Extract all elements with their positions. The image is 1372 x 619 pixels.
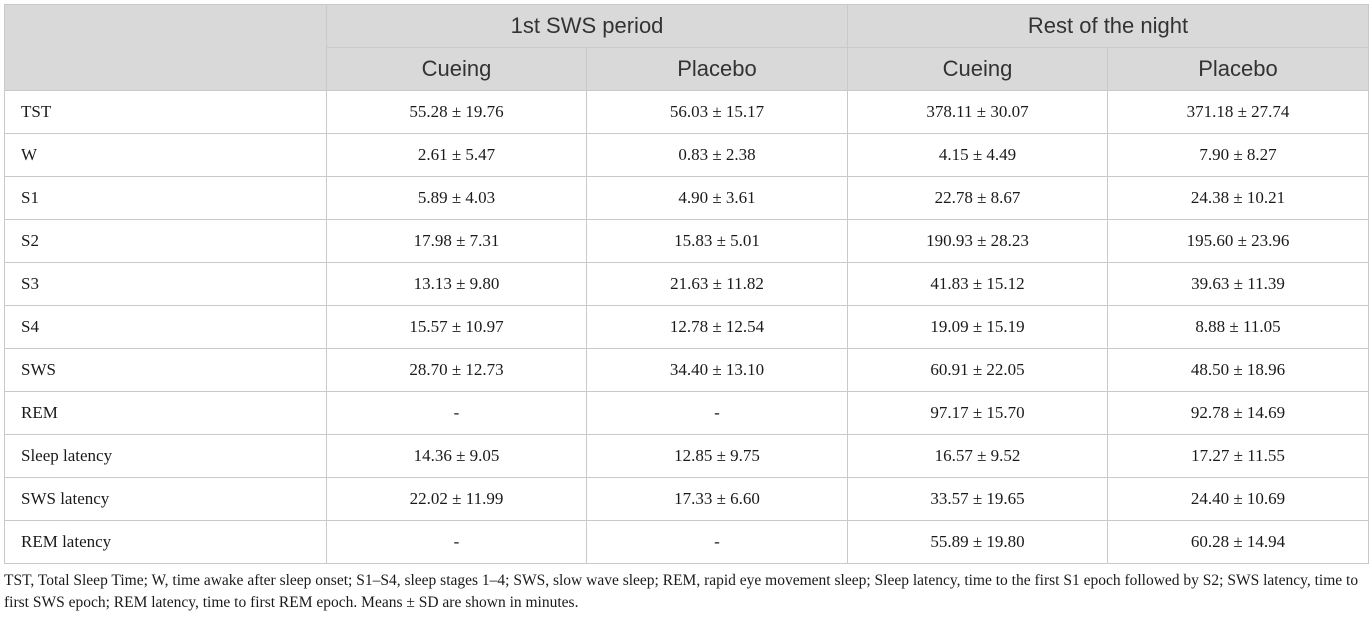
table-row: REM latency - -55.89 ± 19.80 60.28 ± 14.94 xyxy=(4,520,1369,564)
table-cell: 39.63 ± 11.39 xyxy=(1107,262,1369,306)
table-cell: 4.15 ± 4.49 xyxy=(847,133,1108,177)
table-cell: 15.83 ± 5.01 xyxy=(586,219,848,263)
table-row: TST 55.28 ± 19.76 56.03 ± 15.17 378.11 ± 30… xyxy=(4,90,1369,134)
table-cell: 22.78 ± 8.67 xyxy=(847,176,1108,220)
row-label: W xyxy=(4,133,327,177)
row-label: Sleep latency xyxy=(4,434,327,478)
table-cell: 8.88 ± 11.05 xyxy=(1107,305,1369,349)
table-cell: - xyxy=(326,391,587,435)
table-cell: 60.28 ± 14.94 xyxy=(1107,520,1369,564)
table-cell: 378.11 ± 30.07 xyxy=(847,90,1108,134)
table-cell: 12.78 ± 12.54 xyxy=(586,305,848,349)
table-cell: 55.89 ± 19.80 xyxy=(847,520,1108,564)
table-cell: 48.50 ± 18.96 xyxy=(1107,348,1369,392)
table-cell: 12.85 ± 9.75 xyxy=(586,434,848,478)
table-cell: 22.02 ± 11.99 xyxy=(326,477,587,521)
row-label: SWS latency xyxy=(4,477,327,521)
table-cell: 2.61 ± 5.47 xyxy=(326,133,587,177)
table-cell: - xyxy=(586,520,848,564)
table-cell: 17.98 ± 7.31 xyxy=(326,219,587,263)
table-cell: 97.17 ± 15.70 xyxy=(847,391,1108,435)
header-group-row: 1st SWS period Rest of the night xyxy=(4,4,1369,91)
table-cell: 33.57 ± 19.65 xyxy=(847,477,1108,521)
table-cell: 28.70 ± 12.73 xyxy=(326,348,587,392)
table-cell: 92.78 ± 14.69 xyxy=(1107,391,1369,435)
table-cell: 41.83 ± 15.12 xyxy=(847,262,1108,306)
table-cell: 60.91 ± 22.05 xyxy=(847,348,1108,392)
table-row: SWS 28.70 ± 12.73 34.40 ± 13.10 60.91 ± 22.… xyxy=(4,348,1369,392)
header-subheader-row: Cueing Placebo Cueing Placebo xyxy=(5,47,1369,91)
table-cell: 19.09 ± 15.19 xyxy=(847,305,1108,349)
table-cell: 24.40 ± 10.69 xyxy=(1107,477,1369,521)
table-cell: - xyxy=(586,391,848,435)
table-cell: 55.28 ± 19.76 xyxy=(326,90,587,134)
table-cell: 4.90 ± 3.61 xyxy=(586,176,848,220)
table-cell: 56.03 ± 15.17 xyxy=(586,90,848,134)
table-row: S3 13.13 ± 9.80 21.63 ± 11.82 41.83 ± 15.12… xyxy=(4,262,1369,306)
table-row: SWS latency 22.02 ± 11.99 17.33 ± 6.60 33.5… xyxy=(4,477,1369,521)
table-header: 1st SWS period Rest of the night Cueing … xyxy=(4,4,1369,91)
row-label: S3 xyxy=(4,262,327,306)
table-row: REM - -97.17 ± 15.70 92.78 ± 14.69 xyxy=(4,391,1369,435)
row-label: TST xyxy=(4,90,327,134)
row-label: SWS xyxy=(4,348,327,392)
subheader-cueing: Cueing xyxy=(326,47,587,91)
table-container: 1st SWS period Rest of the night Cueing … xyxy=(4,4,1369,564)
table-cell: 15.57 ± 10.97 xyxy=(326,305,587,349)
table-cell: 24.38 ± 10.21 xyxy=(1107,176,1369,220)
subheader-cueing: Cueing xyxy=(847,47,1108,91)
table-body: TST 55.28 ± 19.76 56.03 ± 15.17 378.11 ± 30… xyxy=(4,90,1369,564)
table-row: S4 15.57 ± 10.97 12.78 ± 12.54 19.09 ± 15.1… xyxy=(4,305,1369,349)
row-label: S2 xyxy=(4,219,327,263)
table-cell: 7.90 ± 8.27 xyxy=(1107,133,1369,177)
header-empty-cell xyxy=(4,4,327,91)
table-cell: 13.13 ± 9.80 xyxy=(326,262,587,306)
table-cell: 34.40 ± 13.10 xyxy=(586,348,848,392)
table-cell: 0.83 ± 2.38 xyxy=(586,133,848,177)
table-cell: 14.36 ± 9.05 xyxy=(326,434,587,478)
sleep-data-table: 1st SWS period Rest of the night Cueing … xyxy=(4,4,1369,564)
group-header-rest-of-night: Rest of the night xyxy=(847,4,1369,48)
row-label: REM latency xyxy=(4,520,327,564)
group-header-1st-sws-period: 1st SWS period xyxy=(326,4,848,48)
table-cell: 195.60 ± 23.96 xyxy=(1107,219,1369,263)
row-label: S4 xyxy=(4,305,327,349)
table-row: Sleep latency 14.36 ± 9.05 12.85 ± 9.75 16.… xyxy=(4,434,1369,478)
row-label: REM xyxy=(4,391,327,435)
table-cell: 17.33 ± 6.60 xyxy=(586,477,848,521)
table-cell: 21.63 ± 11.82 xyxy=(586,262,848,306)
subheader-placebo: Placebo xyxy=(586,47,848,91)
table-row: W 2.61 ± 5.47 0.83 ± 2.38 4.15 ± 4.49 7.90 ±… xyxy=(4,133,1369,177)
table-cell: 17.27 ± 11.55 xyxy=(1107,434,1369,478)
table-cell: 190.93 ± 28.23 xyxy=(847,219,1108,263)
table-cell: 5.89 ± 4.03 xyxy=(326,176,587,220)
table-cell: 371.18 ± 27.74 xyxy=(1107,90,1369,134)
table-cell: 16.57 ± 9.52 xyxy=(847,434,1108,478)
table-row: S1 5.89 ± 4.03 4.90 ± 3.61 22.78 ± 8.67 24.3… xyxy=(4,176,1369,220)
subheader-placebo: Placebo xyxy=(1107,47,1369,91)
table-cell: - xyxy=(326,520,587,564)
table-row: S2 17.98 ± 7.31 15.83 ± 5.01 190.93 ± 28.23… xyxy=(4,219,1369,263)
table-footnote: TST, Total Sleep Time; W, time awake aft… xyxy=(4,572,1359,611)
row-label: S1 xyxy=(4,176,327,220)
